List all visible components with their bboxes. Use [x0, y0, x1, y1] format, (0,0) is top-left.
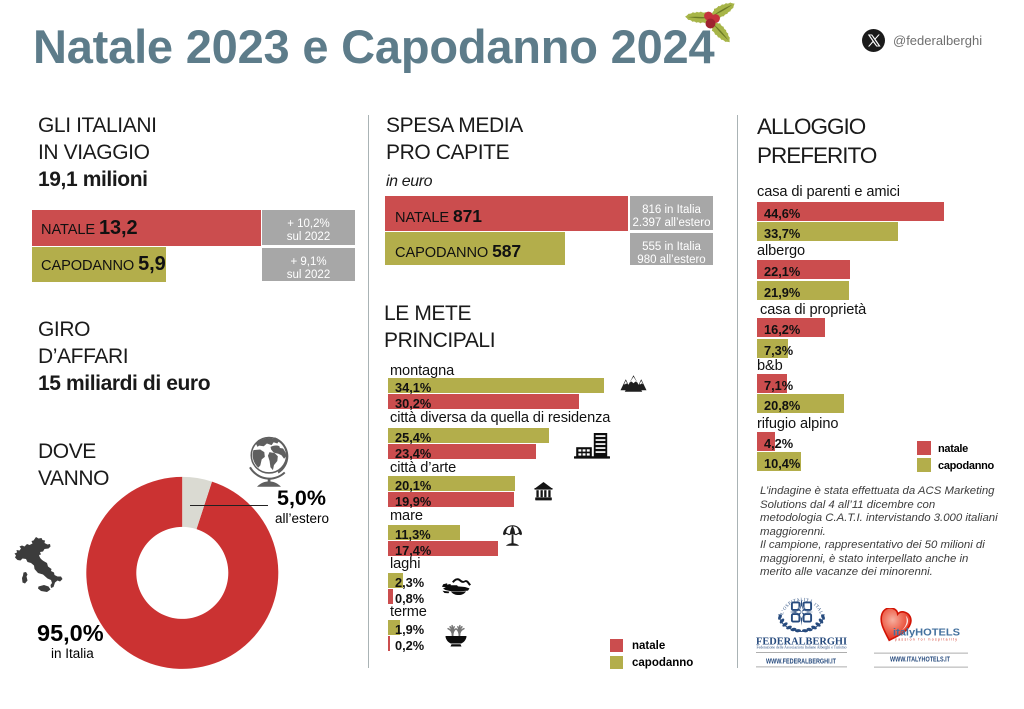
- svg-text:passion for hospitality: passion for hospitality: [895, 638, 957, 642]
- svg-text:FEDERALBERGHI: FEDERALBERGHI: [756, 636, 847, 648]
- svg-text:Federazione delle Associazioni: Federazione delle Associazioni Italiane …: [757, 646, 847, 650]
- svg-text:WWW.ITALYHOTELS.IT: WWW.ITALYHOTELS.IT: [890, 657, 951, 664]
- svg-text:italyHOTELS: italyHOTELS: [893, 627, 960, 639]
- svg-text:L’OSPITALITÀ ITALIANA: L’OSPITALITÀ ITALIANA: [756, 586, 824, 615]
- svg-text:WWW.FEDERALBERGHI.IT: WWW.FEDERALBERGHI.IT: [766, 659, 837, 666]
